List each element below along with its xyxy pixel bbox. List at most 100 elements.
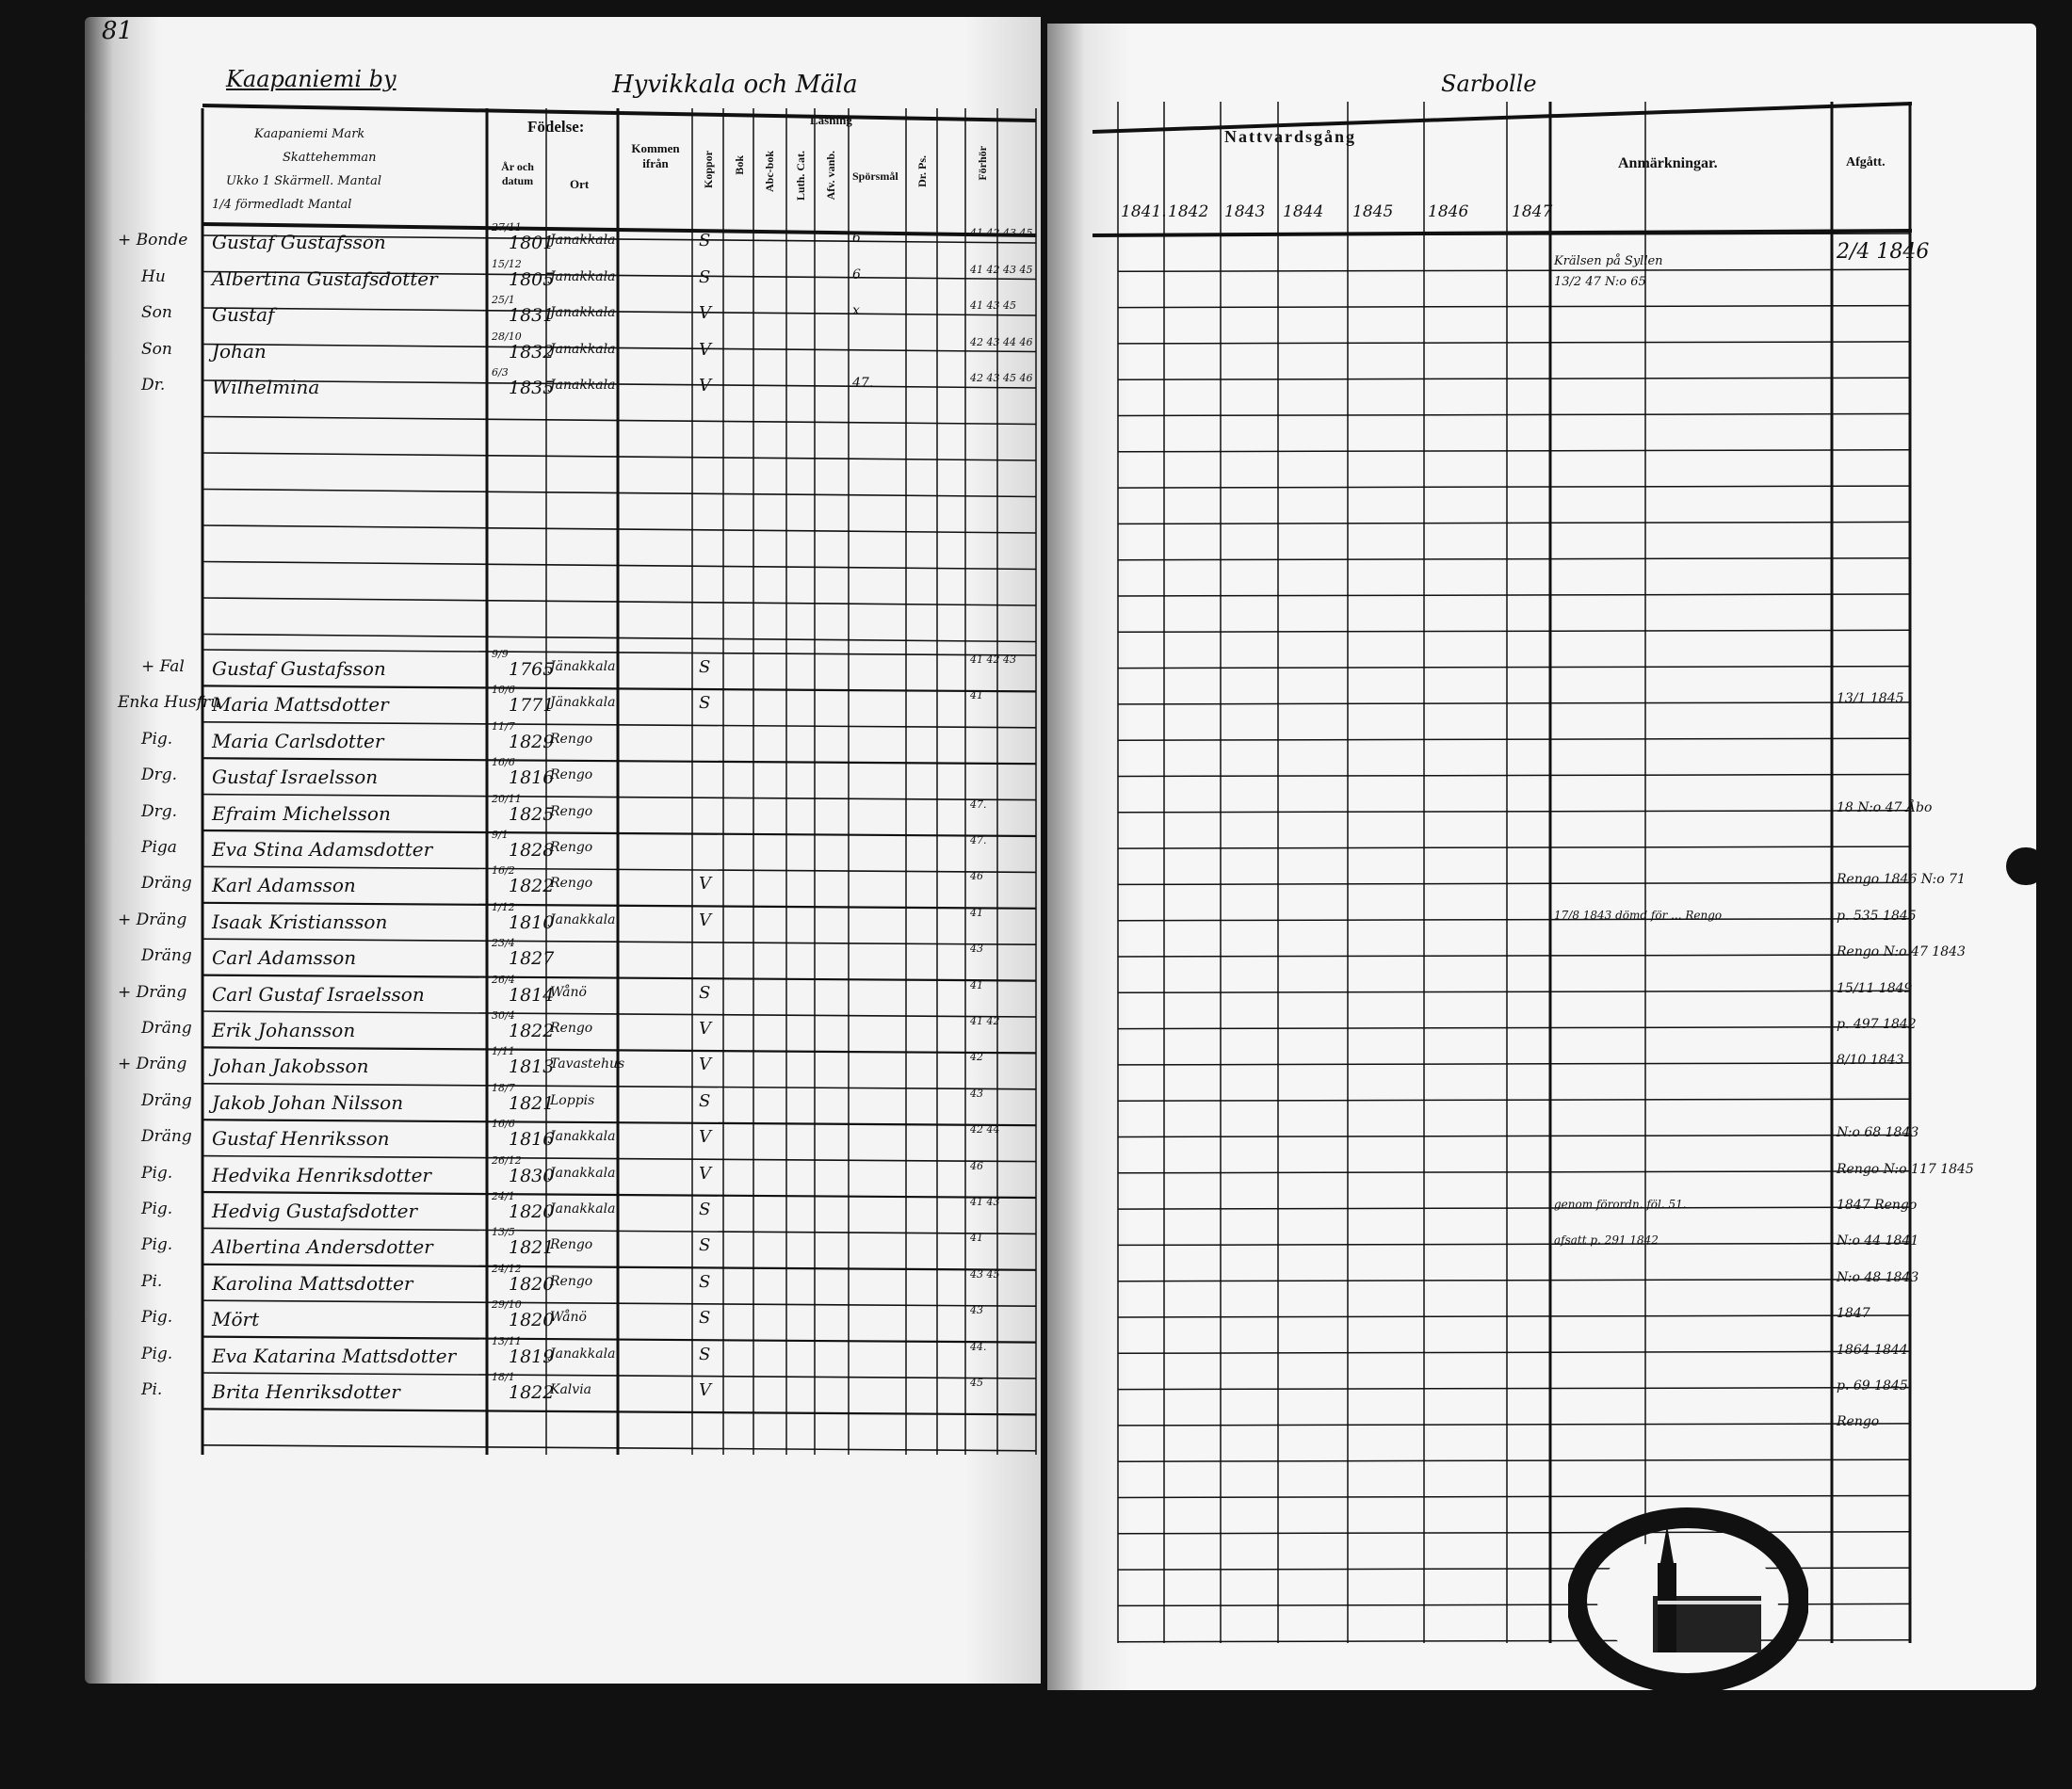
row-line [1117, 521, 1911, 525]
row-role: Pig. [141, 1344, 173, 1363]
row-name: Gustaf Israelsson [212, 766, 379, 789]
row-birth-year: 1805 [509, 268, 555, 290]
header-dr-ps: Dr. Ps. [915, 155, 929, 187]
afgatt-entry: 13/1 1845 [1837, 691, 1904, 707]
row-line [1117, 449, 1911, 453]
row-birth-date: 29/10 [492, 1298, 522, 1312]
household-note: Skattehemman [283, 151, 377, 165]
row-line [202, 721, 1037, 729]
afgatt-entry: N:o 44 1841 [1837, 1233, 1919, 1249]
row-line [1117, 1350, 1911, 1355]
row-birth-year: 1819 [509, 1346, 555, 1367]
afgatt-entry: p. 535 1845 [1837, 908, 1917, 924]
row-birth-year: 1820 [509, 1310, 555, 1331]
row-role: Dräng [141, 946, 192, 966]
row-birth-date: 16/6 [492, 756, 515, 769]
row-forhor: 41 [970, 906, 983, 919]
row-role: Dr. [141, 376, 166, 395]
row-forhor: 42 43 44 46 [970, 335, 1033, 348]
binding-tab [2006, 847, 2046, 885]
row-birth-place: Rengo [550, 731, 593, 747]
header-lasning: Läsning [810, 113, 852, 127]
row-name: Hedvig Gustafsdotter [212, 1200, 417, 1222]
row-birth-date: 28/10 [492, 330, 522, 343]
row-role: Dräng [141, 874, 192, 894]
row-line [202, 1408, 1037, 1416]
row-name: Gustaf Henriksson [212, 1127, 390, 1151]
row-birth-year: 1822 [509, 876, 555, 897]
household-note: Kaapaniemi Mark [254, 127, 365, 141]
row-line [1117, 1134, 1911, 1138]
row-lasning: x [852, 303, 860, 318]
row-birth-place: Janakkala [550, 911, 616, 927]
row-line [1117, 485, 1911, 489]
remark: 17/8 1843 dömd för ... Rengo [1554, 908, 1723, 922]
year-header: 1843 [1224, 202, 1266, 221]
row-birth-date: 11/7 [492, 719, 515, 733]
row-line [1117, 1025, 1911, 1030]
row-line [1117, 737, 1911, 741]
row-koppor: V [699, 874, 711, 894]
afgatt-entry: Rengo N:o 117 1845 [1837, 1161, 1974, 1177]
row-birth-place: Rengo [550, 1021, 593, 1036]
row-line [202, 685, 1037, 693]
row-line [1117, 773, 1911, 778]
row-line [1117, 1423, 1911, 1426]
row-forhor: 46 [970, 1159, 983, 1172]
row-birth-place: Jänakkala [550, 659, 616, 674]
year-header: 1842 [1168, 202, 1209, 221]
row-koppor: V [699, 376, 711, 395]
row-birth-place: Janakkala [550, 378, 616, 393]
row-birth-place: Wånö [550, 1310, 587, 1326]
row-role: Dräng [141, 1090, 192, 1110]
row-line [202, 415, 1037, 426]
header-fodelse: Födelse: [527, 118, 585, 136]
row-line [202, 829, 1037, 838]
row-birth-place: Janakkala [550, 305, 616, 320]
row-line [1117, 810, 1911, 814]
row-role: Pi. [141, 1380, 163, 1399]
row-forhor: 41 43 45 [970, 299, 1016, 312]
row-koppor: V [699, 303, 711, 323]
row-koppor: V [699, 1163, 711, 1184]
row-role: Pig. [141, 1235, 173, 1255]
row-line [1117, 954, 1911, 958]
row-line [1117, 304, 1911, 309]
row-line [202, 1046, 1037, 1055]
afgatt-entry: 8/10 1843 [1837, 1053, 1904, 1069]
row-line [202, 1263, 1037, 1271]
remark: Krälsen på Syllen [1554, 254, 1663, 268]
header-top-rule [202, 104, 1037, 122]
row-birth-year: 1765 [509, 659, 555, 680]
header-koppor: Koppor [702, 151, 715, 189]
year-header: 1847 [1512, 202, 1553, 221]
row-line [1117, 1242, 1911, 1247]
row-role: Enka Husfru [118, 693, 221, 713]
row-birth-year: 1832 [509, 341, 555, 363]
row-forhor: 47. [970, 834, 987, 846]
row-koppor: S [699, 231, 711, 250]
row-birth-date: 9/9 [492, 648, 509, 660]
row-birth-year: 1829 [509, 731, 555, 752]
row-birth-year: 1816 [509, 1129, 555, 1151]
row-koppor: V [699, 1380, 711, 1400]
afgatt-entry: 15/11 1849 [1837, 980, 1913, 996]
row-forhor: 41 42 [970, 1015, 1000, 1027]
row-birth-place: Janakkala [550, 1346, 616, 1362]
row-koppor: V [699, 339, 711, 360]
row-line [202, 633, 1037, 643]
row-birth-place: Janakkala [550, 1165, 616, 1181]
row-name: Carl Gustaf Israelsson [212, 982, 425, 1006]
header-luth-cat: Luth. Cat. [794, 151, 807, 201]
row-birth-year: 1820 [509, 1273, 555, 1295]
row-koppor: S [699, 693, 711, 714]
year-header: 1846 [1428, 202, 1469, 221]
year-header: 1841. [1121, 202, 1167, 221]
row-koppor: V [699, 1055, 711, 1075]
row-name: Mört [212, 1308, 260, 1331]
row-name: Brita Henriksdotter [212, 1380, 400, 1403]
row-line [202, 1372, 1037, 1379]
row-birth-year: 1771 [509, 695, 555, 717]
right-page [1047, 24, 2036, 1690]
